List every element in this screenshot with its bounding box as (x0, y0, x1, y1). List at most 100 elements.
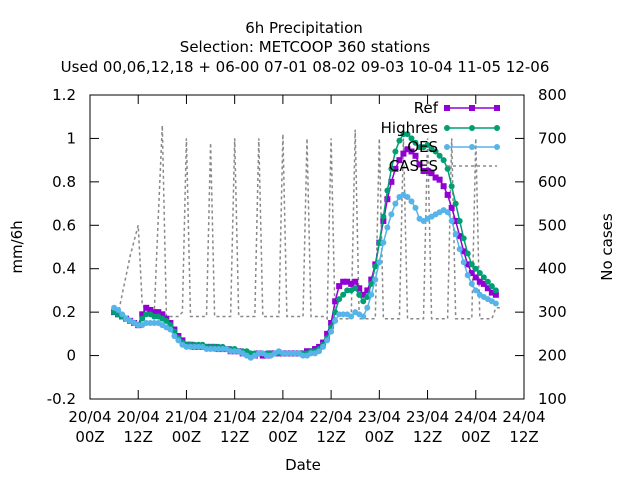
data-point-highres (392, 148, 399, 155)
data-point-highres (484, 278, 491, 285)
data-point-oes (384, 224, 391, 231)
data-point-highres (492, 287, 499, 294)
data-point-highres (404, 131, 411, 138)
legend-label: Highres (381, 119, 439, 137)
data-point-oes (175, 337, 182, 344)
x-tick-label-hour: 12Z (413, 428, 442, 446)
x-tick-label-hour: 00Z (461, 428, 490, 446)
x-tick-label-hour: 00Z (75, 428, 104, 446)
x-tick-label-date: 21/04 (165, 408, 208, 426)
legend-marker (469, 144, 475, 150)
data-point-ref (436, 176, 443, 183)
data-point-ref (360, 291, 367, 298)
data-point-ref (340, 278, 347, 285)
y2-tick-label: 700 (538, 129, 567, 147)
data-point-oes (320, 343, 327, 350)
data-point-ref (392, 165, 399, 172)
data-point-highres (456, 217, 463, 224)
data-point-oes (444, 209, 451, 216)
data-point-ref (456, 233, 463, 240)
data-point-highres (163, 317, 170, 324)
data-point-ref (151, 309, 158, 316)
x-axis-tick-labels: 20/04 00Z 20/04 12Z 21/04 00Z 21/04 12Z 22/04 00Z… (68, 408, 545, 446)
y-tick-label: 0.4 (52, 260, 76, 278)
y-axis-tick-labels: -0.2 0 0.2 0.4 0.6 0.8 1 1.2 (47, 86, 76, 408)
data-point-oes (460, 259, 467, 266)
legend-marker (469, 105, 475, 111)
data-point-highres (396, 137, 403, 144)
x-tick-label-hour: 12Z (509, 428, 538, 446)
y-tick-label: -0.2 (47, 390, 76, 408)
data-point-ref (356, 285, 363, 292)
data-point-oes (328, 328, 335, 335)
x-tick-label-date: 22/04 (309, 408, 352, 426)
chart-used-line: Used 00,06,12,18 + 06-00 07-01 08-02 09-… (61, 58, 550, 76)
legend-label: OES (407, 138, 438, 156)
legend-entry-oes: OES (407, 138, 500, 156)
data-point-oes (468, 280, 475, 287)
x-tick-label-date: 20/04 (117, 408, 160, 426)
x-tick-label-date: 23/04 (358, 408, 401, 426)
data-point-highres (472, 265, 479, 272)
data-point-ref (352, 278, 359, 285)
data-point-ref (396, 157, 403, 164)
legend-label: CASES (389, 157, 438, 175)
y-axis-label: mm/6h (8, 220, 26, 273)
data-point-highres (408, 135, 415, 142)
data-point-highres (440, 157, 447, 164)
plot-series (111, 125, 500, 361)
legend-entry-ref: Ref (414, 99, 500, 117)
data-point-highres (448, 183, 455, 190)
legend-label: Ref (414, 99, 439, 117)
data-point-ref (139, 311, 146, 318)
data-point-ref (384, 196, 391, 203)
data-point-oes (115, 306, 122, 313)
data-point-ref (420, 168, 427, 174)
data-point-ref (364, 287, 371, 294)
data-point-oes (316, 348, 323, 355)
plot-frame (89, 94, 525, 400)
chart-title: 6h Precipitation (245, 19, 363, 37)
legend-entry-highres: Highres (381, 119, 500, 137)
data-point-ref (400, 150, 407, 157)
data-point-highres (464, 250, 471, 257)
series-line-cases (113, 125, 500, 320)
data-point-ref (344, 278, 351, 285)
y2-axis-label: No cases (598, 213, 616, 281)
x-tick-label-hour: 12Z (220, 428, 249, 446)
legend-marker (494, 125, 500, 131)
y2-tick-label: 100 (538, 390, 567, 408)
data-point-oes (360, 313, 367, 320)
data-point-ref (143, 304, 150, 311)
data-point-ref (492, 291, 499, 298)
data-point-oes (452, 230, 459, 237)
data-point-oes (464, 272, 471, 279)
y-tick-label: 0.6 (52, 216, 76, 234)
data-point-oes (412, 204, 419, 211)
data-point-highres (368, 280, 375, 287)
data-point-highres (476, 270, 483, 277)
data-point-oes (348, 313, 355, 320)
data-point-highres (436, 152, 443, 159)
chart-subtitle: Selection: METCOOP 360 stations (180, 38, 431, 56)
data-point-ref (404, 146, 411, 153)
data-point-highres (424, 141, 431, 148)
data-point-highres (444, 165, 451, 172)
data-point-ref (432, 174, 439, 181)
y-tick-label: 0.2 (52, 303, 76, 321)
data-point-oes (408, 198, 415, 205)
data-point-ref (324, 330, 331, 337)
data-point-ref (484, 285, 491, 292)
x-tick-label-hour: 00Z (172, 428, 201, 446)
data-point-highres (380, 213, 387, 220)
data-point-oes (119, 311, 126, 318)
x-tick-label-date: 21/04 (213, 408, 256, 426)
y-tick-label: 0.8 (52, 173, 76, 191)
y-tick-label: 1.2 (52, 86, 76, 104)
data-point-highres (356, 291, 363, 298)
data-point-ref (488, 289, 495, 296)
legend-marker (444, 125, 450, 131)
data-point-highres (452, 200, 459, 207)
